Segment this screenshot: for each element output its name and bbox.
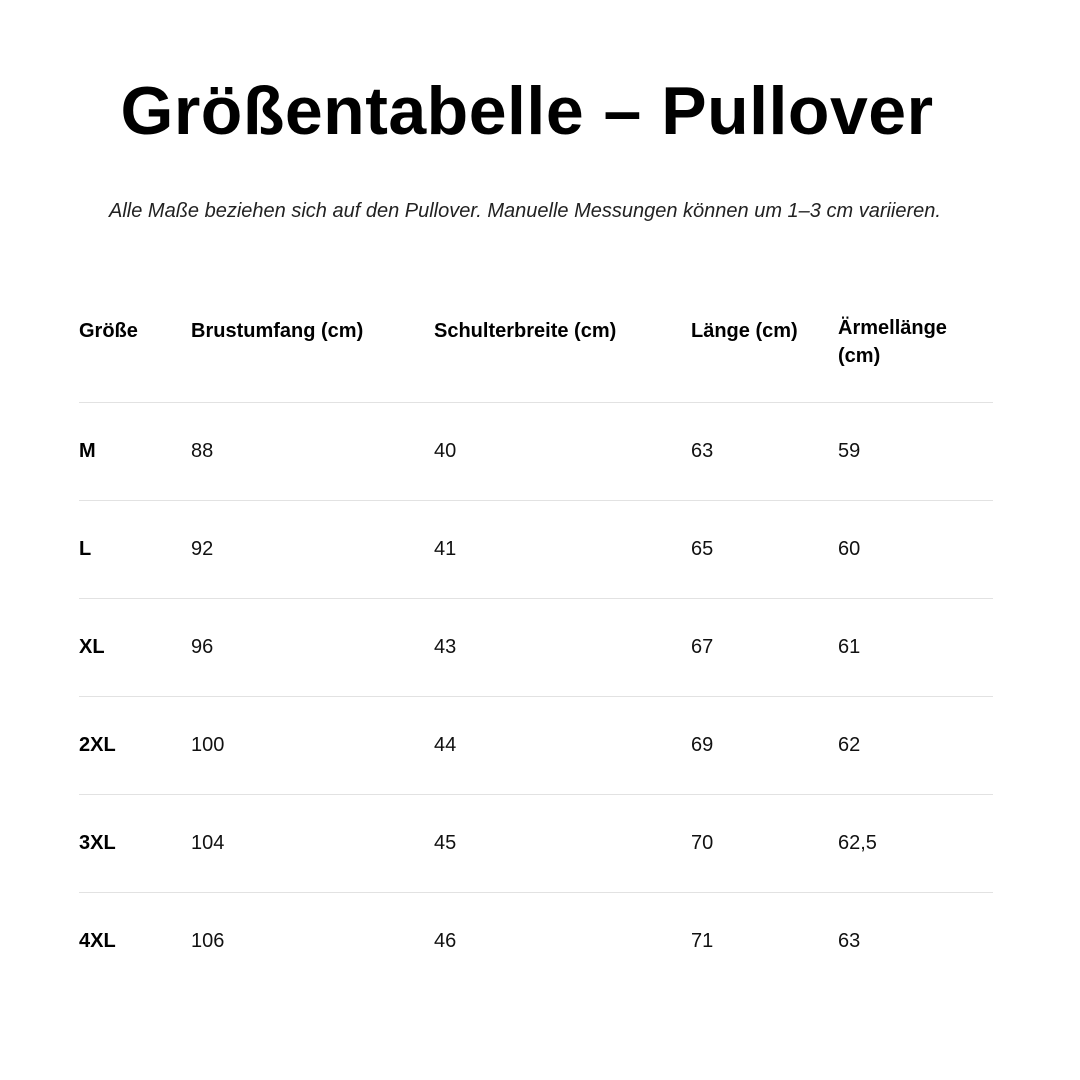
cell-chest: 96 bbox=[191, 598, 434, 697]
cell-length: 67 bbox=[691, 598, 838, 697]
header-chest: Brustumfang (cm) bbox=[191, 320, 364, 342]
table-row: XL 96 43 67 61 bbox=[79, 598, 993, 697]
cell-chest: 88 bbox=[191, 402, 434, 501]
cell-size: 2XL bbox=[79, 696, 191, 795]
header-shoulder: Schulterbreite (cm) bbox=[434, 320, 617, 342]
size-chart-table: Größe Brustumfang (cm) Schulterbreite (c… bbox=[79, 314, 993, 990]
page-title: Größentabelle – Pullover bbox=[120, 73, 934, 149]
subtitle-note: Alle Maße beziehen sich auf den Pullover… bbox=[109, 200, 941, 222]
cell-length: 69 bbox=[691, 696, 838, 795]
cell-length: 71 bbox=[691, 892, 838, 990]
cell-shoulder: 40 bbox=[434, 402, 691, 501]
cell-length: 63 bbox=[691, 402, 838, 501]
cell-shoulder: 44 bbox=[434, 696, 691, 795]
table-row: 2XL 100 44 69 62 bbox=[79, 696, 993, 795]
header-size: Größe bbox=[79, 320, 138, 342]
cell-sleeve: 62 bbox=[838, 696, 993, 795]
table-row: 4XL 106 46 71 63 bbox=[79, 892, 993, 990]
table-header-row: Größe Brustumfang (cm) Schulterbreite (c… bbox=[79, 314, 993, 403]
cell-sleeve: 59 bbox=[838, 402, 993, 501]
cell-shoulder: 41 bbox=[434, 500, 691, 599]
cell-length: 65 bbox=[691, 500, 838, 599]
cell-chest: 100 bbox=[191, 696, 434, 795]
table-row: M 88 40 63 59 bbox=[79, 402, 993, 501]
cell-size: L bbox=[79, 500, 191, 599]
cell-chest: 106 bbox=[191, 892, 434, 990]
table-row: L 92 41 65 60 bbox=[79, 500, 993, 599]
cell-size: XL bbox=[79, 598, 191, 697]
table-row: 3XL 104 45 70 62,5 bbox=[79, 794, 993, 893]
cell-sleeve: 62,5 bbox=[838, 794, 993, 893]
cell-size: 3XL bbox=[79, 794, 191, 893]
cell-size: M bbox=[79, 402, 191, 501]
cell-sleeve: 60 bbox=[838, 500, 993, 599]
cell-shoulder: 45 bbox=[434, 794, 691, 893]
cell-sleeve: 63 bbox=[838, 892, 993, 990]
cell-size: 4XL bbox=[79, 892, 191, 990]
cell-chest: 104 bbox=[191, 794, 434, 893]
cell-shoulder: 46 bbox=[434, 892, 691, 990]
cell-shoulder: 43 bbox=[434, 598, 691, 697]
cell-chest: 92 bbox=[191, 500, 434, 599]
cell-length: 70 bbox=[691, 794, 838, 893]
header-length: Länge (cm) bbox=[691, 320, 798, 342]
header-sleeve: Ärmellänge (cm) bbox=[838, 317, 947, 367]
cell-sleeve: 61 bbox=[838, 598, 993, 697]
